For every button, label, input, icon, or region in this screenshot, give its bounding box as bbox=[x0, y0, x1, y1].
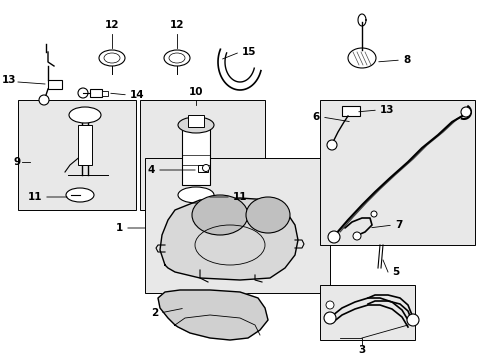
Ellipse shape bbox=[69, 107, 101, 123]
Ellipse shape bbox=[104, 53, 120, 63]
Circle shape bbox=[324, 312, 335, 324]
Circle shape bbox=[406, 314, 418, 326]
Circle shape bbox=[327, 231, 339, 243]
Bar bbox=[145, 158, 329, 293]
Circle shape bbox=[370, 211, 376, 217]
Text: 2: 2 bbox=[150, 308, 158, 318]
Bar bbox=[341, 106, 359, 116]
Circle shape bbox=[202, 165, 209, 171]
Text: 11: 11 bbox=[27, 192, 42, 202]
Ellipse shape bbox=[169, 53, 184, 63]
Bar bbox=[182, 125, 209, 185]
Ellipse shape bbox=[99, 50, 125, 66]
Ellipse shape bbox=[192, 195, 247, 235]
Text: 11: 11 bbox=[232, 192, 247, 202]
Text: 6: 6 bbox=[312, 112, 319, 122]
Text: 15: 15 bbox=[242, 47, 256, 57]
Bar bbox=[48, 80, 62, 89]
Text: 1: 1 bbox=[116, 223, 123, 233]
Bar bbox=[18, 100, 136, 210]
Circle shape bbox=[39, 95, 49, 105]
Text: 13: 13 bbox=[1, 75, 16, 85]
Text: 14: 14 bbox=[130, 90, 144, 100]
Text: 10: 10 bbox=[188, 87, 203, 97]
Bar bbox=[140, 100, 264, 210]
Bar bbox=[198, 165, 207, 172]
Ellipse shape bbox=[178, 187, 214, 203]
Ellipse shape bbox=[347, 48, 375, 68]
Text: 9: 9 bbox=[14, 157, 21, 167]
Polygon shape bbox=[160, 198, 297, 280]
Circle shape bbox=[78, 88, 88, 98]
Circle shape bbox=[460, 107, 470, 117]
Bar bbox=[319, 100, 474, 245]
Text: 12: 12 bbox=[104, 20, 119, 30]
Bar bbox=[78, 125, 92, 165]
Bar bbox=[102, 91, 108, 96]
Bar bbox=[90, 89, 102, 97]
Text: 5: 5 bbox=[391, 267, 398, 277]
Circle shape bbox=[326, 140, 336, 150]
Ellipse shape bbox=[163, 50, 190, 66]
Ellipse shape bbox=[245, 197, 289, 233]
Bar bbox=[319, 285, 414, 340]
Text: 8: 8 bbox=[402, 55, 409, 65]
Circle shape bbox=[352, 232, 360, 240]
Ellipse shape bbox=[66, 188, 94, 202]
Ellipse shape bbox=[178, 117, 214, 133]
Bar bbox=[187, 115, 203, 127]
Polygon shape bbox=[158, 290, 267, 340]
Text: 12: 12 bbox=[169, 20, 184, 30]
Text: 3: 3 bbox=[358, 345, 365, 355]
Text: 13: 13 bbox=[379, 105, 394, 115]
Text: 7: 7 bbox=[394, 220, 402, 230]
Text: 4: 4 bbox=[147, 165, 155, 175]
Circle shape bbox=[325, 301, 333, 309]
